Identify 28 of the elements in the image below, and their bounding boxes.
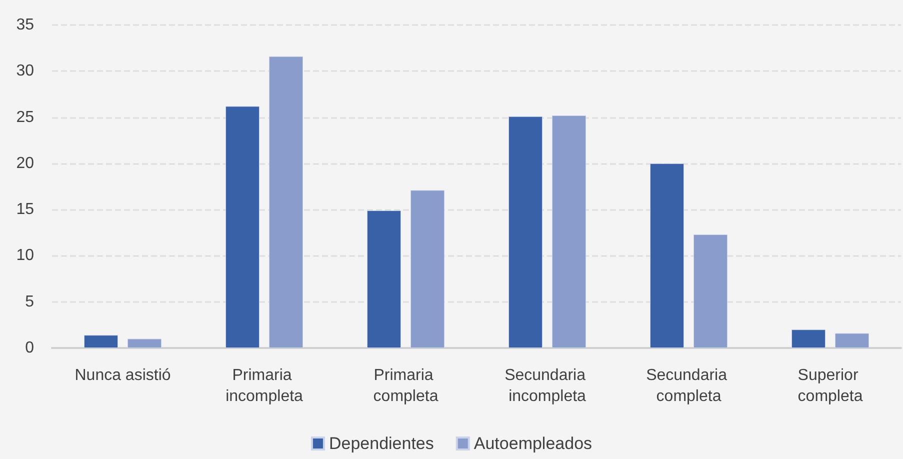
y-tick-label: 0 bbox=[25, 340, 34, 356]
bar bbox=[552, 115, 586, 348]
y-tick-label: 20 bbox=[16, 154, 34, 172]
x-tick-label: Primaria incompleta bbox=[226, 367, 304, 405]
x-tick-label: Primaria completa bbox=[373, 367, 438, 405]
y-tick-label: 30 bbox=[16, 62, 34, 80]
y-tick-label: 10 bbox=[16, 247, 34, 264]
x-tick-label: Superior completa bbox=[798, 367, 863, 405]
x-tick-label: Nunca asistió bbox=[74, 367, 171, 384]
bar bbox=[650, 163, 684, 348]
x-tick-label: Secundaria incompleta bbox=[504, 367, 590, 405]
y-tick-label: 35 bbox=[16, 16, 34, 34]
y-tick-label: 25 bbox=[16, 108, 34, 126]
bar bbox=[84, 335, 118, 348]
bar bbox=[791, 330, 826, 348]
y-tick-label: 5 bbox=[25, 293, 34, 310]
bar bbox=[508, 116, 542, 348]
y-tick-label: 15 bbox=[16, 201, 34, 218]
legend-label: Autoempleados bbox=[474, 434, 592, 453]
x-tick-label: Secundaria completa bbox=[646, 367, 732, 405]
bar bbox=[410, 190, 445, 348]
bar bbox=[366, 210, 401, 348]
bar bbox=[694, 234, 728, 348]
bar bbox=[835, 333, 870, 348]
bar bbox=[128, 338, 162, 348]
bar bbox=[269, 56, 304, 348]
bar bbox=[225, 106, 260, 348]
legend-label: Dependientes bbox=[328, 434, 434, 453]
